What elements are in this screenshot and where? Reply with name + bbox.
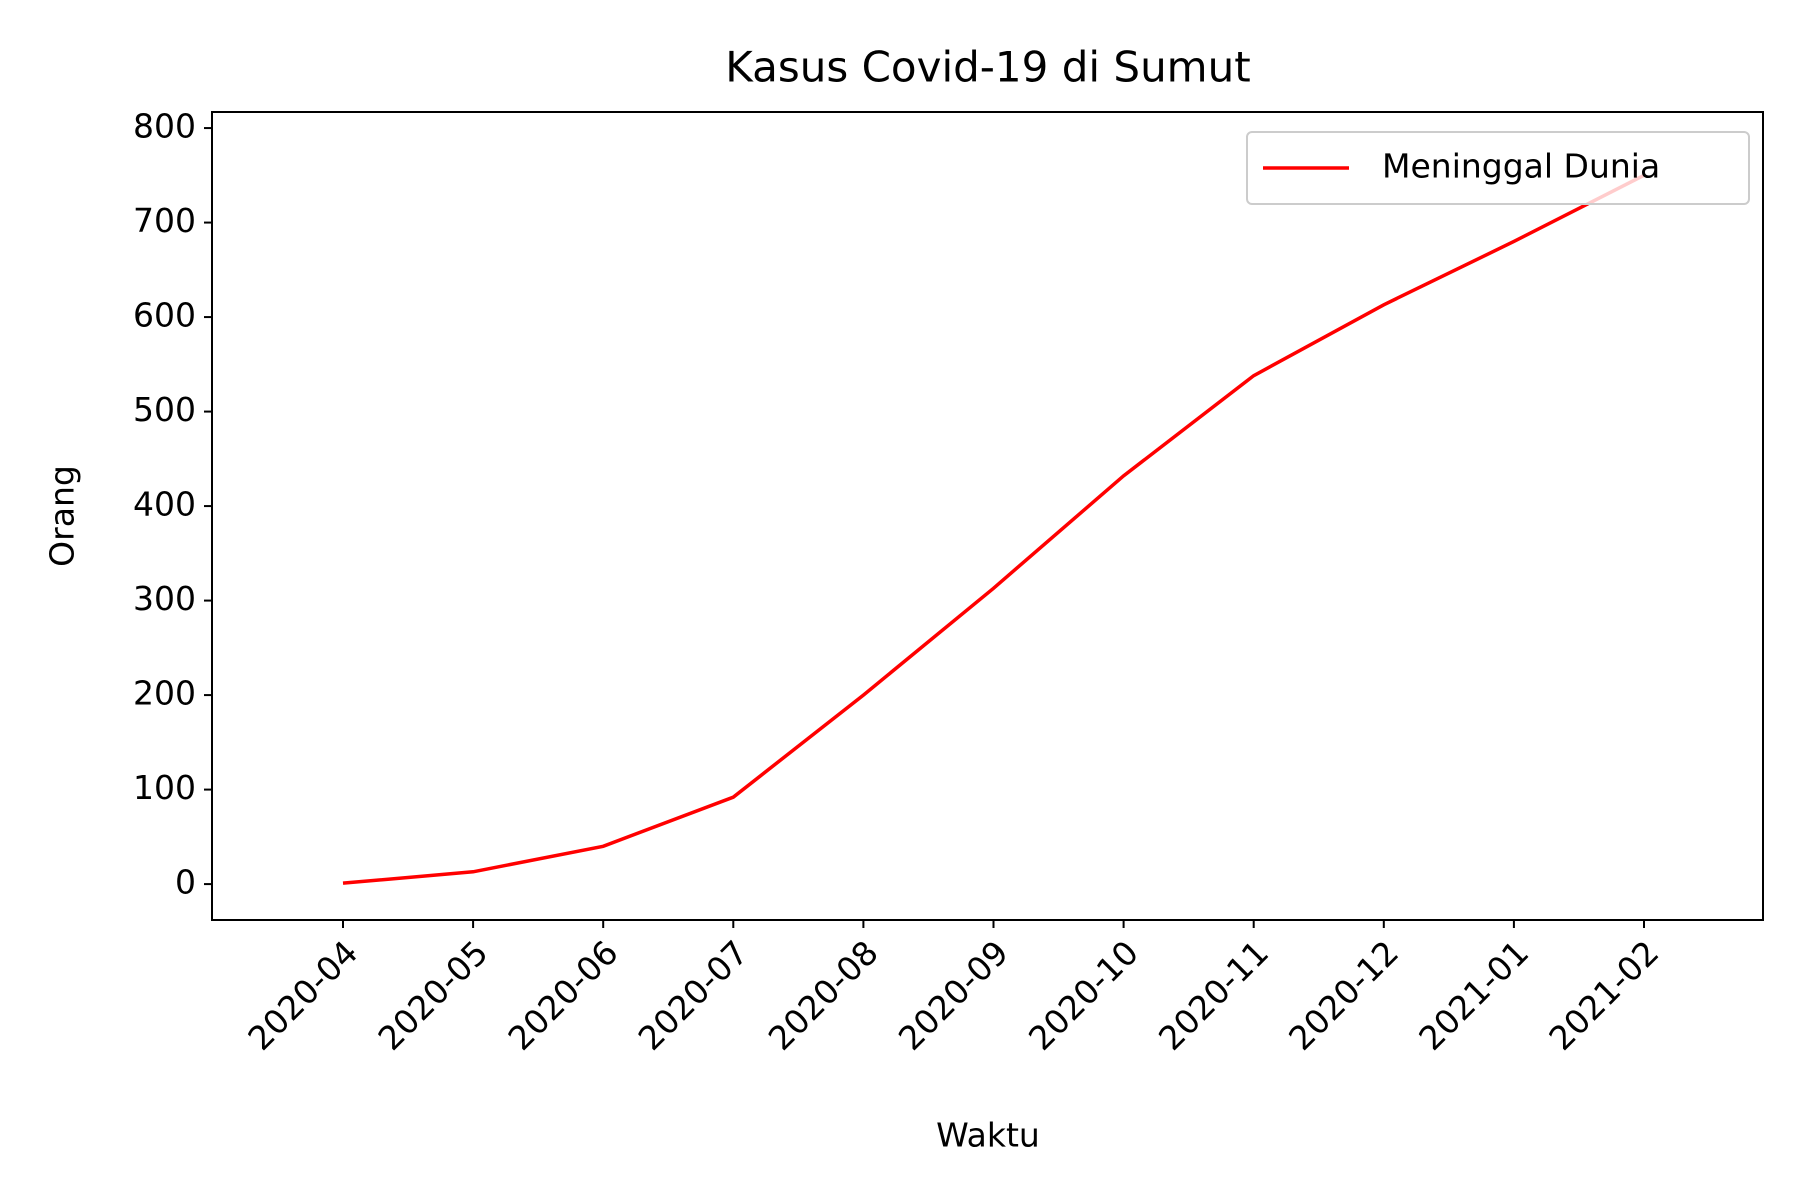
x-tick-label: 2020-09: [891, 933, 1016, 1058]
x-tick-label: 2020-07: [631, 933, 756, 1058]
y-tick-label: 0: [175, 863, 196, 902]
y-tick-label: 300: [133, 579, 196, 618]
legend-box: [1246, 131, 1750, 205]
x-tick-label: 2020-08: [761, 933, 886, 1058]
x-tick-label: 2020-06: [500, 933, 625, 1058]
x-tick-label: 2020-10: [1021, 933, 1146, 1058]
x-tick-label: 2020-12: [1281, 933, 1406, 1058]
x-tick-label: 2020-05: [370, 933, 495, 1058]
y-tick-label: 600: [133, 296, 196, 335]
x-tick-label: 2021-02: [1541, 933, 1666, 1058]
y-tick-label: 100: [133, 768, 196, 807]
chart-title: Kasus Covid-19 di Sumut: [725, 43, 1250, 92]
y-tick-label: 700: [133, 201, 196, 240]
y-axis-label: Orang: [43, 465, 82, 567]
y-tick-label: 200: [133, 674, 196, 713]
legend-label: Meninggal Dunia: [1382, 147, 1660, 186]
y-tick-label: 500: [133, 390, 196, 429]
x-tick-label: 2020-04: [240, 933, 365, 1058]
x-tick-label: 2021-01: [1411, 933, 1536, 1058]
y-tick-label: 400: [133, 485, 196, 524]
y-tick-label: 800: [133, 107, 196, 146]
x-axis-label: Waktu: [936, 1116, 1040, 1155]
plot-frame: [211, 111, 1764, 921]
line: [342, 173, 1645, 885]
x-tick-label: 2020-11: [1151, 933, 1276, 1058]
